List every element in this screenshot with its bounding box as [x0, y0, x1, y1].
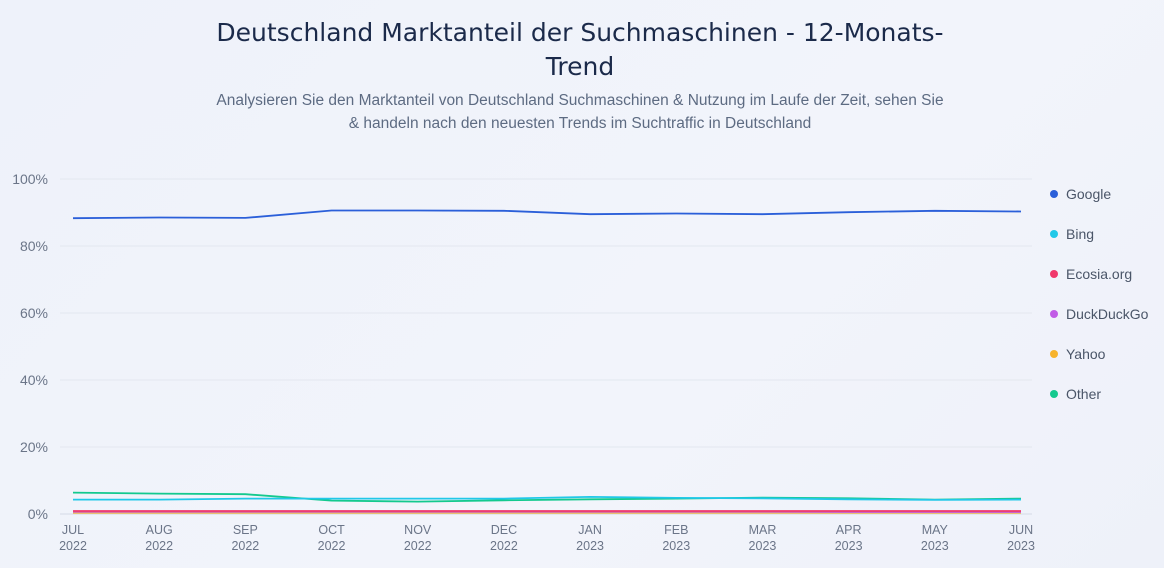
x-tick-month: OCT [318, 523, 345, 537]
legend-item-google[interactable]: Google [1050, 183, 1148, 205]
x-tick-label: JAN 2023 [576, 523, 604, 553]
x-tick-month: JAN [578, 523, 602, 537]
x-tick-year: 2022 [318, 539, 346, 553]
y-tick-label: 0% [28, 506, 48, 522]
y-tick-label: 40% [20, 372, 48, 388]
x-tick-month: NOV [404, 523, 432, 537]
x-tick-year: 2022 [404, 539, 432, 553]
x-tick-year: 2022 [490, 539, 518, 553]
grid-lines [60, 178, 1032, 515]
x-tick-label: AUG 2022 [145, 523, 173, 553]
x-tick-year: 2023 [835, 539, 863, 553]
x-tick-month: AUG [146, 523, 173, 537]
legend-dot-icon [1050, 190, 1058, 198]
legend-dot-icon [1050, 270, 1058, 278]
series-line-google[interactable] [72, 209, 1022, 220]
x-tick-month: JUL [62, 523, 84, 537]
y-tick-label: 100% [12, 171, 48, 187]
x-tick-label: SEP 2022 [231, 523, 259, 553]
x-tick-month: APR [836, 523, 862, 537]
legend-label: Google [1066, 186, 1112, 202]
y-tick-label: 80% [20, 238, 48, 254]
x-tick-year: 2023 [1007, 539, 1035, 553]
x-tick-year: 2022 [231, 539, 259, 553]
legend-label: Other [1066, 386, 1102, 402]
x-tick-month: MAY [922, 523, 949, 537]
legend-label: DuckDuckGo [1066, 306, 1149, 322]
x-tick-label: JUL 2022 [59, 523, 87, 553]
x-tick-label: APR 2023 [835, 523, 863, 553]
legend-label: Bing [1066, 226, 1095, 242]
legend-dot-icon [1050, 230, 1058, 238]
x-tick-label: FEB 2023 [662, 523, 690, 553]
x-tick-label: JUN 2023 [1007, 523, 1035, 553]
legend-dot-icon [1050, 390, 1058, 398]
x-tick-label: DEC 2022 [490, 523, 518, 553]
y-tick-label: 20% [20, 439, 48, 455]
legend-item-bing[interactable]: Bing [1050, 223, 1148, 245]
x-tick-year: 2022 [145, 539, 173, 553]
x-tick-year: 2023 [662, 539, 690, 553]
x-axis-labels: JUL 2022 AUG 2022 SEP 2022 OCT 2022 NOV 2022 DEC 20… [59, 523, 1035, 553]
legend-item-duckduckgo[interactable]: DuckDuckGo [1050, 303, 1148, 325]
x-tick-label: MAY 2023 [921, 523, 949, 553]
page-subtitle: Analysieren Sie den Marktanteil von Deut… [216, 92, 944, 132]
x-tick-label: OCT 2022 [318, 523, 346, 553]
page-title: Deutschland Marktanteil der Suchmaschine… [216, 18, 944, 81]
x-tick-year: 2023 [921, 539, 949, 553]
x-tick-month: SEP [233, 523, 258, 537]
legend-item-other[interactable]: Other [1050, 383, 1148, 405]
x-tick-label: MAR 2023 [749, 523, 777, 553]
y-axis-labels: 0% 20% 40% 60% 80% 100% [12, 171, 48, 522]
legend-dot-icon [1050, 350, 1058, 358]
legend-dot-icon [1050, 310, 1058, 318]
legend-item-ecosia-org[interactable]: Ecosia.org [1050, 263, 1148, 285]
series-lines [72, 209, 1022, 514]
x-tick-month: JUN [1009, 523, 1033, 537]
x-tick-month: DEC [491, 523, 517, 537]
legend-label: Yahoo [1066, 346, 1106, 362]
x-tick-year: 2023 [749, 539, 777, 553]
legend: Google Bing Ecosia.org DuckDuckGo Yahoo Other [1050, 183, 1148, 423]
x-tick-month: MAR [749, 523, 777, 537]
x-tick-year: 2022 [59, 539, 87, 553]
legend-item-yahoo[interactable]: Yahoo [1050, 343, 1148, 365]
x-tick-label: NOV 2022 [404, 523, 432, 553]
x-tick-month: FEB [664, 523, 688, 537]
series-line-bing[interactable] [73, 495, 1022, 501]
y-tick-label: 60% [20, 305, 48, 321]
legend-label: Ecosia.org [1066, 266, 1133, 282]
x-tick-year: 2023 [576, 539, 604, 553]
